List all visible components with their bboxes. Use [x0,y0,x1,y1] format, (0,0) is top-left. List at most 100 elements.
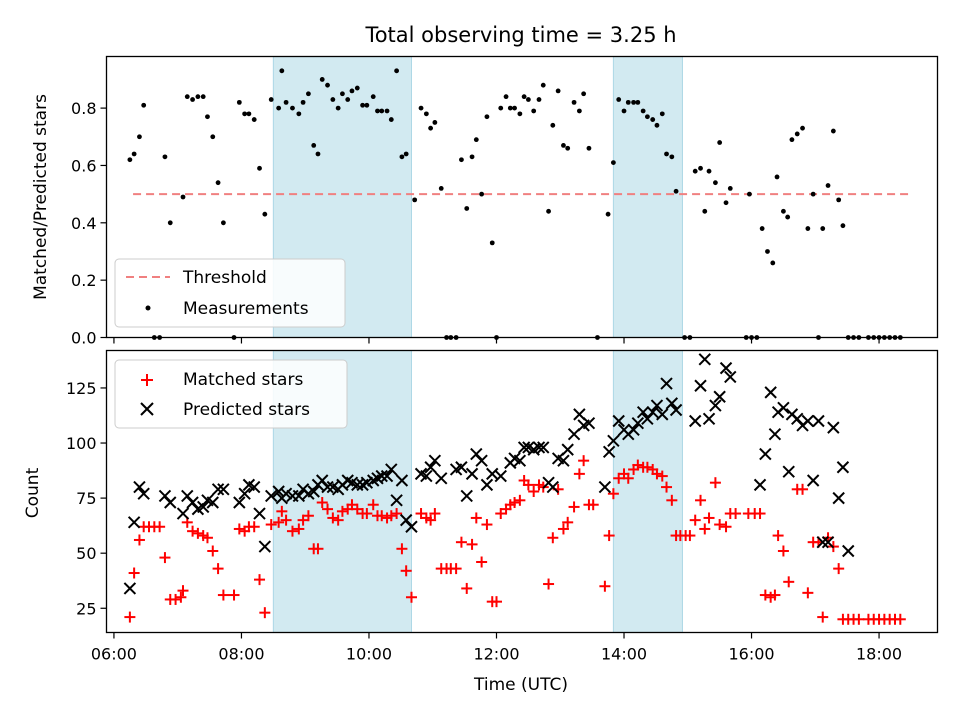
measurement-point [635,99,641,105]
predicted-star-point [233,496,246,509]
predicted-star-point [694,379,707,392]
matched-star-point [450,563,462,575]
y-tick-label: 75 [76,489,96,508]
predicted-star-point [375,469,388,483]
measurement-point [706,168,712,174]
predicted-star-point [607,434,620,448]
matched-star-point [490,596,502,608]
top-panel: 0.0 0.2 0.4 0.6 0.8 Threshold Measurements [71,55,939,348]
measurement-point [335,105,341,111]
y-tick-label: 0.0 [71,329,96,348]
matched-star-point [528,486,540,497]
predicted-star-point [812,414,825,428]
matched-star-point [759,589,771,601]
predicted-star-point [351,478,364,492]
predicted-star-point [460,489,473,503]
predicted-star-point [759,447,772,461]
measurement-point [621,108,627,114]
measurement-point [581,91,587,97]
matched-star-point [573,468,585,480]
measurement-point [375,108,380,114]
matched-star-point [192,527,204,539]
predicted-star-point [573,408,586,421]
matched-star-point [367,499,379,511]
matched-star-point [853,613,865,625]
measurement-point [640,108,646,114]
measurement-point [438,185,444,191]
predicted-star-point [636,405,650,419]
measurement-point [550,122,556,128]
measurement-point [290,105,295,111]
matched-star-point [599,580,611,592]
measurement-points [127,68,903,340]
measurement-point [210,134,216,140]
predicted-star-point [631,416,645,430]
measurement-point [644,114,650,120]
predicted-star-point [656,408,669,421]
matched-star-point [894,613,906,625]
legend-predicted-label: Predicted stars [183,400,310,420]
top-y-ticks: 0.0 0.2 0.4 0.6 0.8 [71,99,107,348]
predicted-star-point [292,489,306,503]
measurement-point [141,102,147,108]
matched-star-point [817,611,829,623]
matched-star-point [212,563,224,575]
matched-star-point [509,497,521,509]
predicted-star-point [557,454,570,467]
y-tick-label: 0.6 [71,156,96,175]
predicted-star-point [827,421,840,434]
measurement-point [319,77,325,82]
measurement-point [215,180,221,186]
measurement-point [631,99,636,105]
predicted-star-point [561,443,574,456]
predicted-star-point [665,397,679,410]
matched-star-point [632,459,644,471]
predicted-star-point [480,478,494,492]
predicted-star-point [258,540,272,553]
matched-star-point [703,512,715,524]
x-tick-label: 12:00 [473,645,519,664]
measurement-point [489,240,495,246]
predicted-star-point [801,414,815,428]
measurement-point [713,180,718,186]
measurement-point [388,117,394,122]
y-tick-label: 50 [76,544,96,563]
predicted-star-point [385,463,398,476]
measurement-point [200,94,206,100]
predicted-star-point [698,353,711,366]
measurement-point [399,154,405,160]
matched-star-point [276,505,288,517]
measurement-point [479,191,485,197]
measurement-point [820,226,826,231]
matched-star-point [720,521,732,533]
measurement-point [354,85,360,91]
matched-star-point [470,512,482,524]
predicted-star-point [424,461,437,474]
matched-star-point [695,494,707,506]
measurement-point [536,97,542,102]
measurement-point [805,226,811,231]
matched-star-point [699,523,711,535]
measurement-point [605,211,611,217]
predicted-star-point [475,454,488,467]
measurement-point [525,97,531,102]
matched-star-point [607,488,619,500]
measurement-point [300,99,306,105]
bottom-plot-frame [105,349,939,634]
legend-matched-label: Matched stars [183,370,303,390]
predicted-star-point [517,441,531,454]
matched-star-point [476,556,488,568]
matched-star-point [651,468,663,480]
measurement-point [195,94,201,100]
predicted-star-point [842,544,855,558]
x-tick-label: 10:00 [346,645,392,664]
predicted-star-points [123,353,855,595]
predicted-star-point [689,414,702,428]
predicted-star-point [321,480,334,494]
predicted-star-point [768,428,782,441]
predicted-star-point [248,480,261,494]
y-tick-label: 125 [66,379,97,398]
measurement-point [774,174,780,180]
matched-star-point [730,508,742,520]
